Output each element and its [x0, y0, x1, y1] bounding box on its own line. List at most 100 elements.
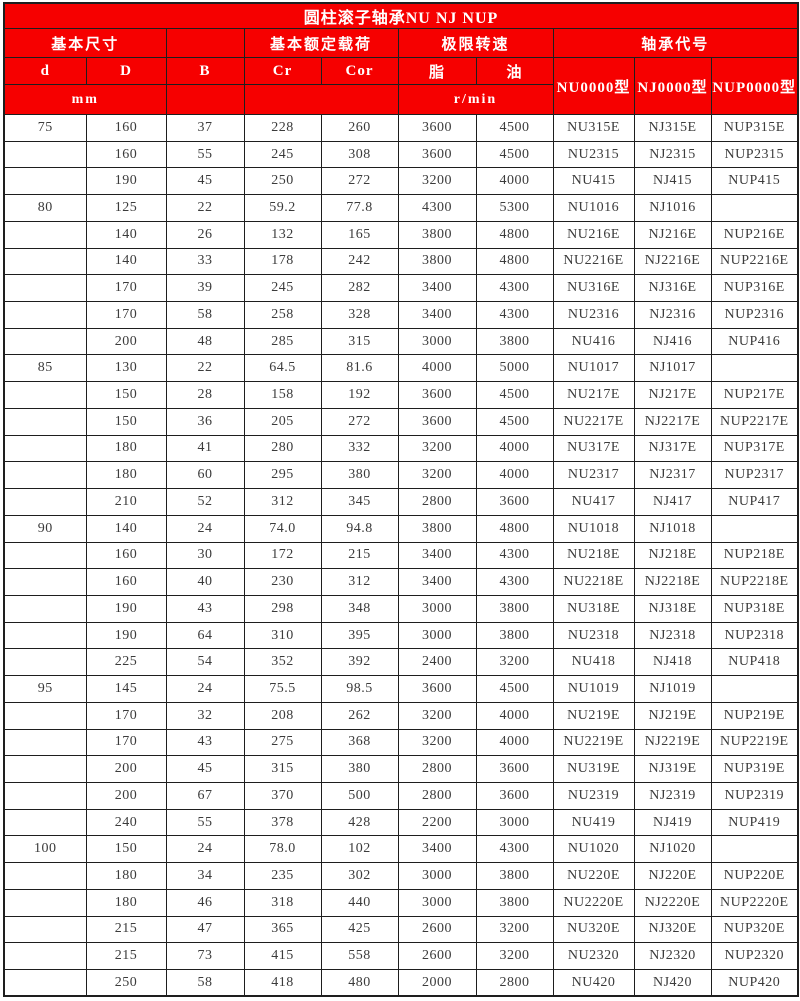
- cell-Cr: 312: [243, 488, 322, 516]
- cell-nup: NUP2220E: [710, 888, 799, 917]
- cell-Cr: 310: [243, 621, 322, 650]
- cell-Cr: 230: [243, 568, 322, 596]
- cell-nu: NU2220E: [552, 888, 635, 917]
- cell-D: 160: [85, 140, 167, 169]
- cell-oil: 4300: [475, 568, 554, 596]
- cell-d: [3, 381, 87, 409]
- table-row: 225 54 352 392 2400 3200 NU418 NJ418 NUP418: [3, 648, 799, 677]
- cell-nup: NUP2316: [710, 301, 799, 329]
- table-row: 215 47 365 425 2600 3200 NU320E NJ320E NUP320E: [3, 915, 799, 944]
- cell-nj: NJ2216E: [633, 247, 712, 276]
- cell-oil: 3800: [475, 862, 554, 890]
- cell-oil: 4000: [475, 728, 554, 757]
- cell-oil: 3600: [475, 755, 554, 783]
- cell-d: [3, 942, 87, 970]
- cell-oil: 4500: [475, 140, 554, 169]
- table-row: 190 64 310 395 3000 3800 NU2318 NJ2318 NUP2318: [3, 621, 799, 650]
- cell-D: 150: [85, 407, 167, 436]
- cell-d: [3, 461, 87, 490]
- header-basic-dimensions: 基本尺寸: [3, 28, 167, 58]
- cell-nup: NUP416: [710, 327, 799, 356]
- cell-B: 22: [165, 354, 245, 383]
- cell-Cor: 98.5: [320, 675, 399, 703]
- cell-nj: NJ219E: [633, 701, 712, 730]
- cell-nu: NU319E: [552, 755, 635, 783]
- cell-grease: 3000: [397, 621, 477, 650]
- table-row: 200 67 370 500 2800 3600 NU2319 NJ2319 NUP2319: [3, 781, 799, 810]
- cell-Cor: 440: [320, 888, 399, 917]
- cell-d: [3, 621, 87, 650]
- cell-nu: NU320E: [552, 915, 635, 944]
- cell-Cr: 205: [243, 407, 322, 436]
- cell-d: 90: [3, 514, 87, 543]
- cell-nu: NU2218E: [552, 568, 635, 596]
- cell-Cor: 425: [320, 915, 399, 944]
- cell-D: 170: [85, 301, 167, 329]
- cell-oil: 4300: [475, 835, 554, 864]
- cell-nj: NJ2220E: [633, 888, 712, 917]
- table-row: 80 125 22 59.2 77.8 4300 5300 NU1016 NJ1016: [3, 194, 799, 222]
- cell-d: [3, 247, 87, 276]
- table-row: 160 40 230 312 3400 4300 NU2218E NJ2218E NUP2218…: [3, 568, 799, 596]
- cell-oil: 5300: [475, 194, 554, 222]
- cell-Cr: 365: [243, 915, 322, 944]
- table-row: 90 140 24 74.0 94.8 3800 4800 NU1018 NJ1018: [3, 514, 799, 543]
- cell-B: 40: [165, 568, 245, 596]
- cell-nu: NU219E: [552, 701, 635, 730]
- cell-Cr: 132: [243, 220, 322, 249]
- cell-Cr: 280: [243, 434, 322, 463]
- cell-nj: NJ2217E: [633, 407, 712, 436]
- cell-nu: NU420: [552, 969, 635, 997]
- cell-grease: 3400: [397, 274, 477, 303]
- table-row: 200 48 285 315 3000 3800 NU416 NJ416 NUP416: [3, 327, 799, 356]
- cell-Cor: 395: [320, 621, 399, 650]
- cell-nu: NU1019: [552, 675, 635, 703]
- cell-B: 37: [165, 114, 245, 142]
- cell-nup: NUP220E: [710, 862, 799, 890]
- cell-D: 150: [85, 835, 167, 864]
- cell-B: 45: [165, 167, 245, 196]
- cell-nj: NJ416: [633, 327, 712, 356]
- cell-Cor: 215: [320, 541, 399, 570]
- cell-nu: NU2318: [552, 621, 635, 650]
- cell-grease: 3600: [397, 140, 477, 169]
- cell-Cr: 178: [243, 247, 322, 276]
- cell-B: 24: [165, 835, 245, 864]
- cell-nup: NUP418: [710, 648, 799, 677]
- cell-Cor: 312: [320, 568, 399, 596]
- cell-nup: NUP318E: [710, 594, 799, 623]
- cell-grease: 3200: [397, 728, 477, 757]
- cell-nu: NU1017: [552, 354, 635, 383]
- cell-D: 170: [85, 274, 167, 303]
- cell-B: 45: [165, 755, 245, 783]
- cell-B: 32: [165, 701, 245, 730]
- cell-B: 54: [165, 648, 245, 677]
- cell-D: 200: [85, 781, 167, 810]
- cell-Cor: 272: [320, 167, 399, 196]
- cell-oil: 3600: [475, 781, 554, 810]
- cell-B: 58: [165, 969, 245, 997]
- table-row: 240 55 378 428 2200 3000 NU419 NJ419 NUP419: [3, 808, 799, 837]
- cell-D: 210: [85, 488, 167, 516]
- cell-Cor: 102: [320, 835, 399, 864]
- cell-nup: NUP216E: [710, 220, 799, 249]
- cell-nu: NU220E: [552, 862, 635, 890]
- cell-Cr: 245: [243, 274, 322, 303]
- table-row: 180 60 295 380 3200 4000 NU2317 NJ2317 NUP2317: [3, 461, 799, 490]
- cell-nup: NUP419: [710, 808, 799, 837]
- cell-D: 160: [85, 114, 167, 142]
- cell-d: [3, 488, 87, 516]
- cell-Cr: 228: [243, 114, 322, 142]
- cell-grease: 3400: [397, 835, 477, 864]
- cell-D: 215: [85, 942, 167, 970]
- cell-B: 58: [165, 301, 245, 329]
- cell-oil: 4800: [475, 247, 554, 276]
- cell-nu: NU316E: [552, 274, 635, 303]
- cell-D: 180: [85, 434, 167, 463]
- cell-grease: 3400: [397, 541, 477, 570]
- column-header-row: d D B Cr Cor 脂 油 NU0000型 NJ0000型 NUP0000…: [3, 57, 799, 115]
- cell-d: [3, 541, 87, 570]
- cell-d: 85: [3, 354, 87, 383]
- cell-oil: 3800: [475, 327, 554, 356]
- cell-oil: 3800: [475, 621, 554, 650]
